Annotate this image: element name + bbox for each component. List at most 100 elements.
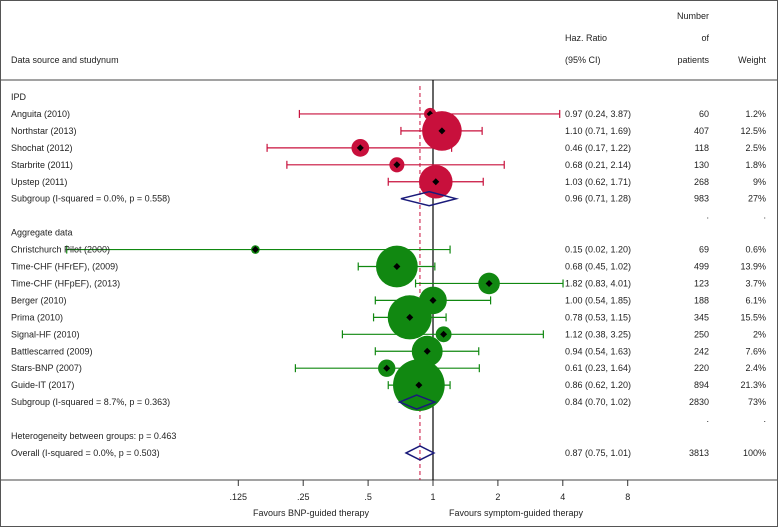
header-ratio-line1: Haz. Ratio: [565, 33, 607, 43]
x-tick-label: .125: [230, 492, 248, 502]
hr-ci-value: 0.46 (0.17, 1.22): [565, 143, 631, 153]
point-estimate: [440, 330, 448, 338]
patients-count: 188: [694, 295, 709, 305]
hr-ci-value: 1.03 (0.62, 1.71): [565, 177, 631, 187]
weight-value: 2.4%: [745, 363, 766, 373]
study-label: Christchurch Pilot (2000): [11, 245, 110, 255]
point-estimate: [383, 364, 391, 372]
study-label: Prima (2010): [11, 312, 63, 322]
hr-ci-value: 0.68 (0.45, 1.02): [565, 262, 631, 272]
point-estimate: [438, 127, 446, 135]
spacer-dot: .: [706, 211, 709, 221]
study-label: Signal-HF (2010): [11, 329, 80, 339]
point-estimate: [429, 296, 437, 304]
favours-right-label: Favours symptom-guided therapy: [449, 508, 584, 518]
patients-count: 118: [695, 143, 709, 153]
patients-count: 345: [694, 312, 709, 322]
hr-ci-value: 0.84 (0.70, 1.02): [565, 397, 631, 407]
favours-left-label: Favours BNP-guided therapy: [253, 508, 370, 518]
header-n-line3: patients: [677, 55, 709, 65]
patients-count: 250: [694, 329, 709, 339]
x-tick-label: 4: [560, 492, 565, 502]
heterogeneity-note: Heterogeneity between groups: p = 0.463: [11, 431, 176, 441]
patients-count: 60: [699, 109, 709, 119]
x-tick-label: .25: [297, 492, 310, 502]
point-estimate: [423, 347, 431, 355]
weight-value: 1.2%: [745, 109, 766, 119]
patients-count: 983: [694, 194, 709, 204]
patients-count: 123: [694, 278, 709, 288]
hr-ci-value: 0.15 (0.02, 1.20): [565, 245, 631, 255]
group-label: IPD: [11, 92, 27, 102]
weight-value: 73%: [748, 397, 766, 407]
patients-count: 499: [694, 262, 709, 272]
weight-value: 2%: [753, 329, 766, 339]
point-estimate: [406, 313, 414, 321]
study-label: Shochat (2012): [11, 143, 73, 153]
weight-value: 12.5%: [740, 126, 766, 136]
hr-ci-value: 1.00 (0.54, 1.85): [565, 295, 631, 305]
hr-ci-value: 1.82 (0.83, 4.01): [565, 278, 631, 288]
study-label: Anguita (2010): [11, 109, 70, 119]
patients-count: 69: [699, 245, 709, 255]
patients-count: 268: [694, 177, 709, 187]
spacer-dot: .: [763, 414, 766, 424]
header-study: Data source and studynum: [11, 55, 119, 65]
weight-value: 100%: [743, 448, 766, 458]
point-estimate: [432, 178, 440, 186]
x-tick-label: 8: [625, 492, 630, 502]
group-label: Aggregate data: [11, 228, 73, 238]
weight-value: 27%: [748, 194, 766, 204]
overall-diamond: [404, 445, 436, 461]
subtotal-label: Subgroup (I-squared = 8.7%, p = 0.363): [11, 397, 170, 407]
spacer-dot: .: [763, 211, 766, 221]
spacer-dot: .: [706, 414, 709, 424]
point-estimate: [251, 246, 259, 254]
weight-value: 13.9%: [740, 262, 766, 272]
study-label: Battlescarred (2009): [11, 346, 93, 356]
hr-ci-value: 1.12 (0.38, 3.25): [565, 329, 631, 339]
hr-ci-value: 0.78 (0.53, 1.15): [565, 312, 631, 322]
patients-count: 242: [694, 346, 709, 356]
hr-ci-value: 1.10 (0.71, 1.69): [565, 126, 631, 136]
header-n-line2: of: [701, 33, 709, 43]
patients-count: 2830: [689, 397, 709, 407]
header-weight: Weight: [738, 55, 766, 65]
weight-value: 0.6%: [745, 245, 766, 255]
overall-label: Overall (I-squared = 0.0%, p = 0.503): [11, 448, 160, 458]
patients-count: 220: [694, 363, 709, 373]
point-estimate: [415, 381, 423, 389]
weight-value: 21.3%: [740, 380, 766, 390]
weight-value: 7.6%: [745, 346, 766, 356]
x-tick-label: .5: [364, 492, 372, 502]
point-estimate: [393, 161, 401, 169]
hr-ci-value: 0.61 (0.23, 1.64): [565, 363, 631, 373]
hr-ci-value: 0.86 (0.62, 1.20): [565, 380, 631, 390]
weight-value: 9%: [753, 177, 766, 187]
header-ratio-line2: (95% CI): [565, 55, 601, 65]
weight-value: 15.5%: [740, 312, 766, 322]
hr-ci-value: 0.68 (0.21, 2.14): [565, 160, 631, 170]
study-label: Stars-BNP (2007): [11, 363, 82, 373]
weight-value: 2.5%: [745, 143, 766, 153]
point-estimate: [356, 144, 364, 152]
hr-ci-value: 0.97 (0.24, 3.87): [565, 109, 631, 119]
study-label: Time-CHF (HFrEF), (2009): [11, 262, 118, 272]
patients-count: 3813: [689, 448, 709, 458]
study-label: Northstar (2013): [11, 126, 77, 136]
study-label: Berger (2010): [11, 295, 67, 305]
header-n-line1: Number: [677, 11, 709, 21]
weight-value: 1.8%: [745, 160, 766, 170]
study-label: Guide-IT (2017): [11, 380, 74, 390]
point-estimate: [393, 263, 401, 270]
hr-ci-value: 0.94 (0.54, 1.63): [565, 346, 631, 356]
weight-value: 3.7%: [745, 278, 766, 288]
subtotal-diamond: [400, 190, 460, 207]
x-tick-label: 2: [495, 492, 500, 502]
patients-count: 894: [694, 380, 709, 390]
hr-ci-value: 0.87 (0.75, 1.01): [565, 448, 631, 458]
hr-ci-value: 0.96 (0.71, 1.28): [565, 194, 631, 204]
subtotal-label: Subgroup (I-squared = 0.0%, p = 0.558): [11, 194, 170, 204]
x-tick-label: 1: [430, 492, 435, 502]
